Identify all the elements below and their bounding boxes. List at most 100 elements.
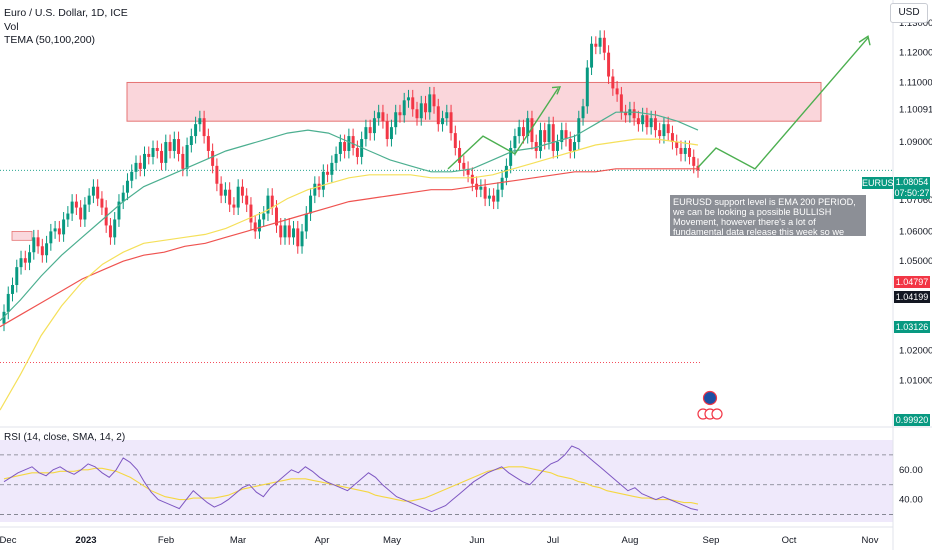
candle-body [504, 165, 508, 178]
ema50-line [0, 111, 699, 322]
candle-body [40, 246, 44, 256]
candle-body [6, 293, 10, 312]
price-tag-green-1: 1.03126 [894, 321, 930, 333]
candle-body [304, 213, 308, 232]
candle-body [309, 195, 313, 214]
candle-body [683, 147, 687, 154]
candle-body [615, 88, 619, 95]
volume-legend[interactable]: Vol [4, 21, 19, 33]
candle-body [62, 219, 66, 235]
candle-body [415, 109, 419, 119]
candle-body [385, 121, 389, 140]
price-tick-label: 1.06000 [899, 226, 932, 237]
candle-body [389, 127, 393, 140]
candle-body [487, 195, 491, 199]
candle-body [160, 150, 164, 163]
candle-body [326, 171, 330, 175]
last-price-value: 1.08054 [895, 177, 929, 187]
candle-body [696, 165, 700, 171]
time-tick-label: Sep [703, 535, 720, 546]
candle-body [364, 127, 368, 140]
candle-body [57, 228, 61, 235]
candle-body [619, 94, 623, 113]
candle-body [70, 201, 74, 214]
candle-body [462, 162, 466, 169]
candle-body [87, 195, 91, 205]
candle-body [351, 136, 355, 148]
candle-body [419, 103, 423, 119]
time-tick-label: Apr [315, 535, 330, 546]
candle-body [330, 162, 334, 175]
time-tick-label: Nov [862, 535, 879, 546]
candle-body [202, 118, 206, 137]
candle-body [564, 130, 568, 140]
candle-body [45, 243, 49, 256]
currency-button[interactable]: USD [890, 3, 928, 23]
price-tick-label: 1.10091 [899, 105, 932, 116]
candle-body [547, 124, 551, 143]
candle-body [645, 115, 649, 128]
time-tick-label: Jul [547, 535, 559, 546]
candle-body [496, 189, 500, 202]
candle-body [517, 127, 521, 137]
price-tick-label: 1.13000 [899, 18, 932, 29]
price-tick-label: 1.02000 [899, 346, 932, 357]
candle-body [624, 112, 628, 116]
candle-body [266, 195, 270, 214]
candle-body [300, 231, 304, 247]
candle-body [590, 43, 594, 68]
candle-body [181, 153, 185, 169]
candle-body [321, 171, 325, 190]
candle-body [458, 147, 462, 163]
candle-body [215, 165, 219, 184]
ema100-line [0, 138, 699, 411]
candle-body [194, 124, 198, 137]
candle-body [74, 201, 78, 208]
candle-body [292, 228, 296, 238]
analysis-callout[interactable]: EURUSD support level is EMA 200 PERIOD, … [670, 195, 866, 236]
candle-body [573, 142, 577, 151]
candle-body [521, 127, 525, 137]
symbol-tag: EURUSD [862, 177, 901, 189]
bullish-projection-path [697, 37, 869, 170]
candle-body [662, 124, 666, 137]
candle-body [296, 228, 300, 247]
candle-body [432, 94, 436, 107]
candle-body [530, 118, 534, 143]
candle-body [313, 183, 317, 196]
candle-body [424, 103, 427, 113]
candle-body [534, 142, 538, 151]
candle-body [249, 204, 253, 223]
candle-body [138, 162, 142, 169]
candle-body [211, 150, 215, 166]
rsi-tick-label: 60.00 [899, 465, 923, 476]
price-tag-green-2: 0.99920 [894, 414, 930, 426]
candle-body [147, 153, 151, 157]
candle-body [79, 207, 83, 220]
candle-body [692, 156, 696, 166]
price-tick-label: 1.11000 [899, 77, 932, 88]
price-tick-label: 1.07060 [899, 195, 932, 206]
candle-body [649, 118, 653, 128]
time-tick-label: Dec [0, 535, 17, 546]
time-tick-label: Mar [230, 535, 246, 546]
rsi-legend[interactable]: RSI (14, close, SMA, 14, 2) [4, 432, 126, 443]
candle-body [666, 124, 670, 134]
tema-legend[interactable]: TEMA (50,100,200) [4, 34, 96, 46]
candle-body [253, 222, 257, 232]
rsi-tick-label: 40.00 [899, 495, 923, 506]
candle-body [334, 153, 338, 163]
candle-body [470, 174, 474, 184]
candle-body [372, 118, 376, 134]
candle-body [355, 147, 359, 157]
candle-body [270, 195, 274, 208]
candle-body [500, 177, 504, 190]
candle-body [526, 118, 530, 137]
rsi-line [3, 445, 699, 513]
price-tick-label: 1.12000 [899, 48, 932, 59]
candle-body [143, 153, 146, 169]
candle-body [338, 142, 342, 154]
candle-body [641, 115, 645, 125]
candle-body [594, 43, 598, 47]
